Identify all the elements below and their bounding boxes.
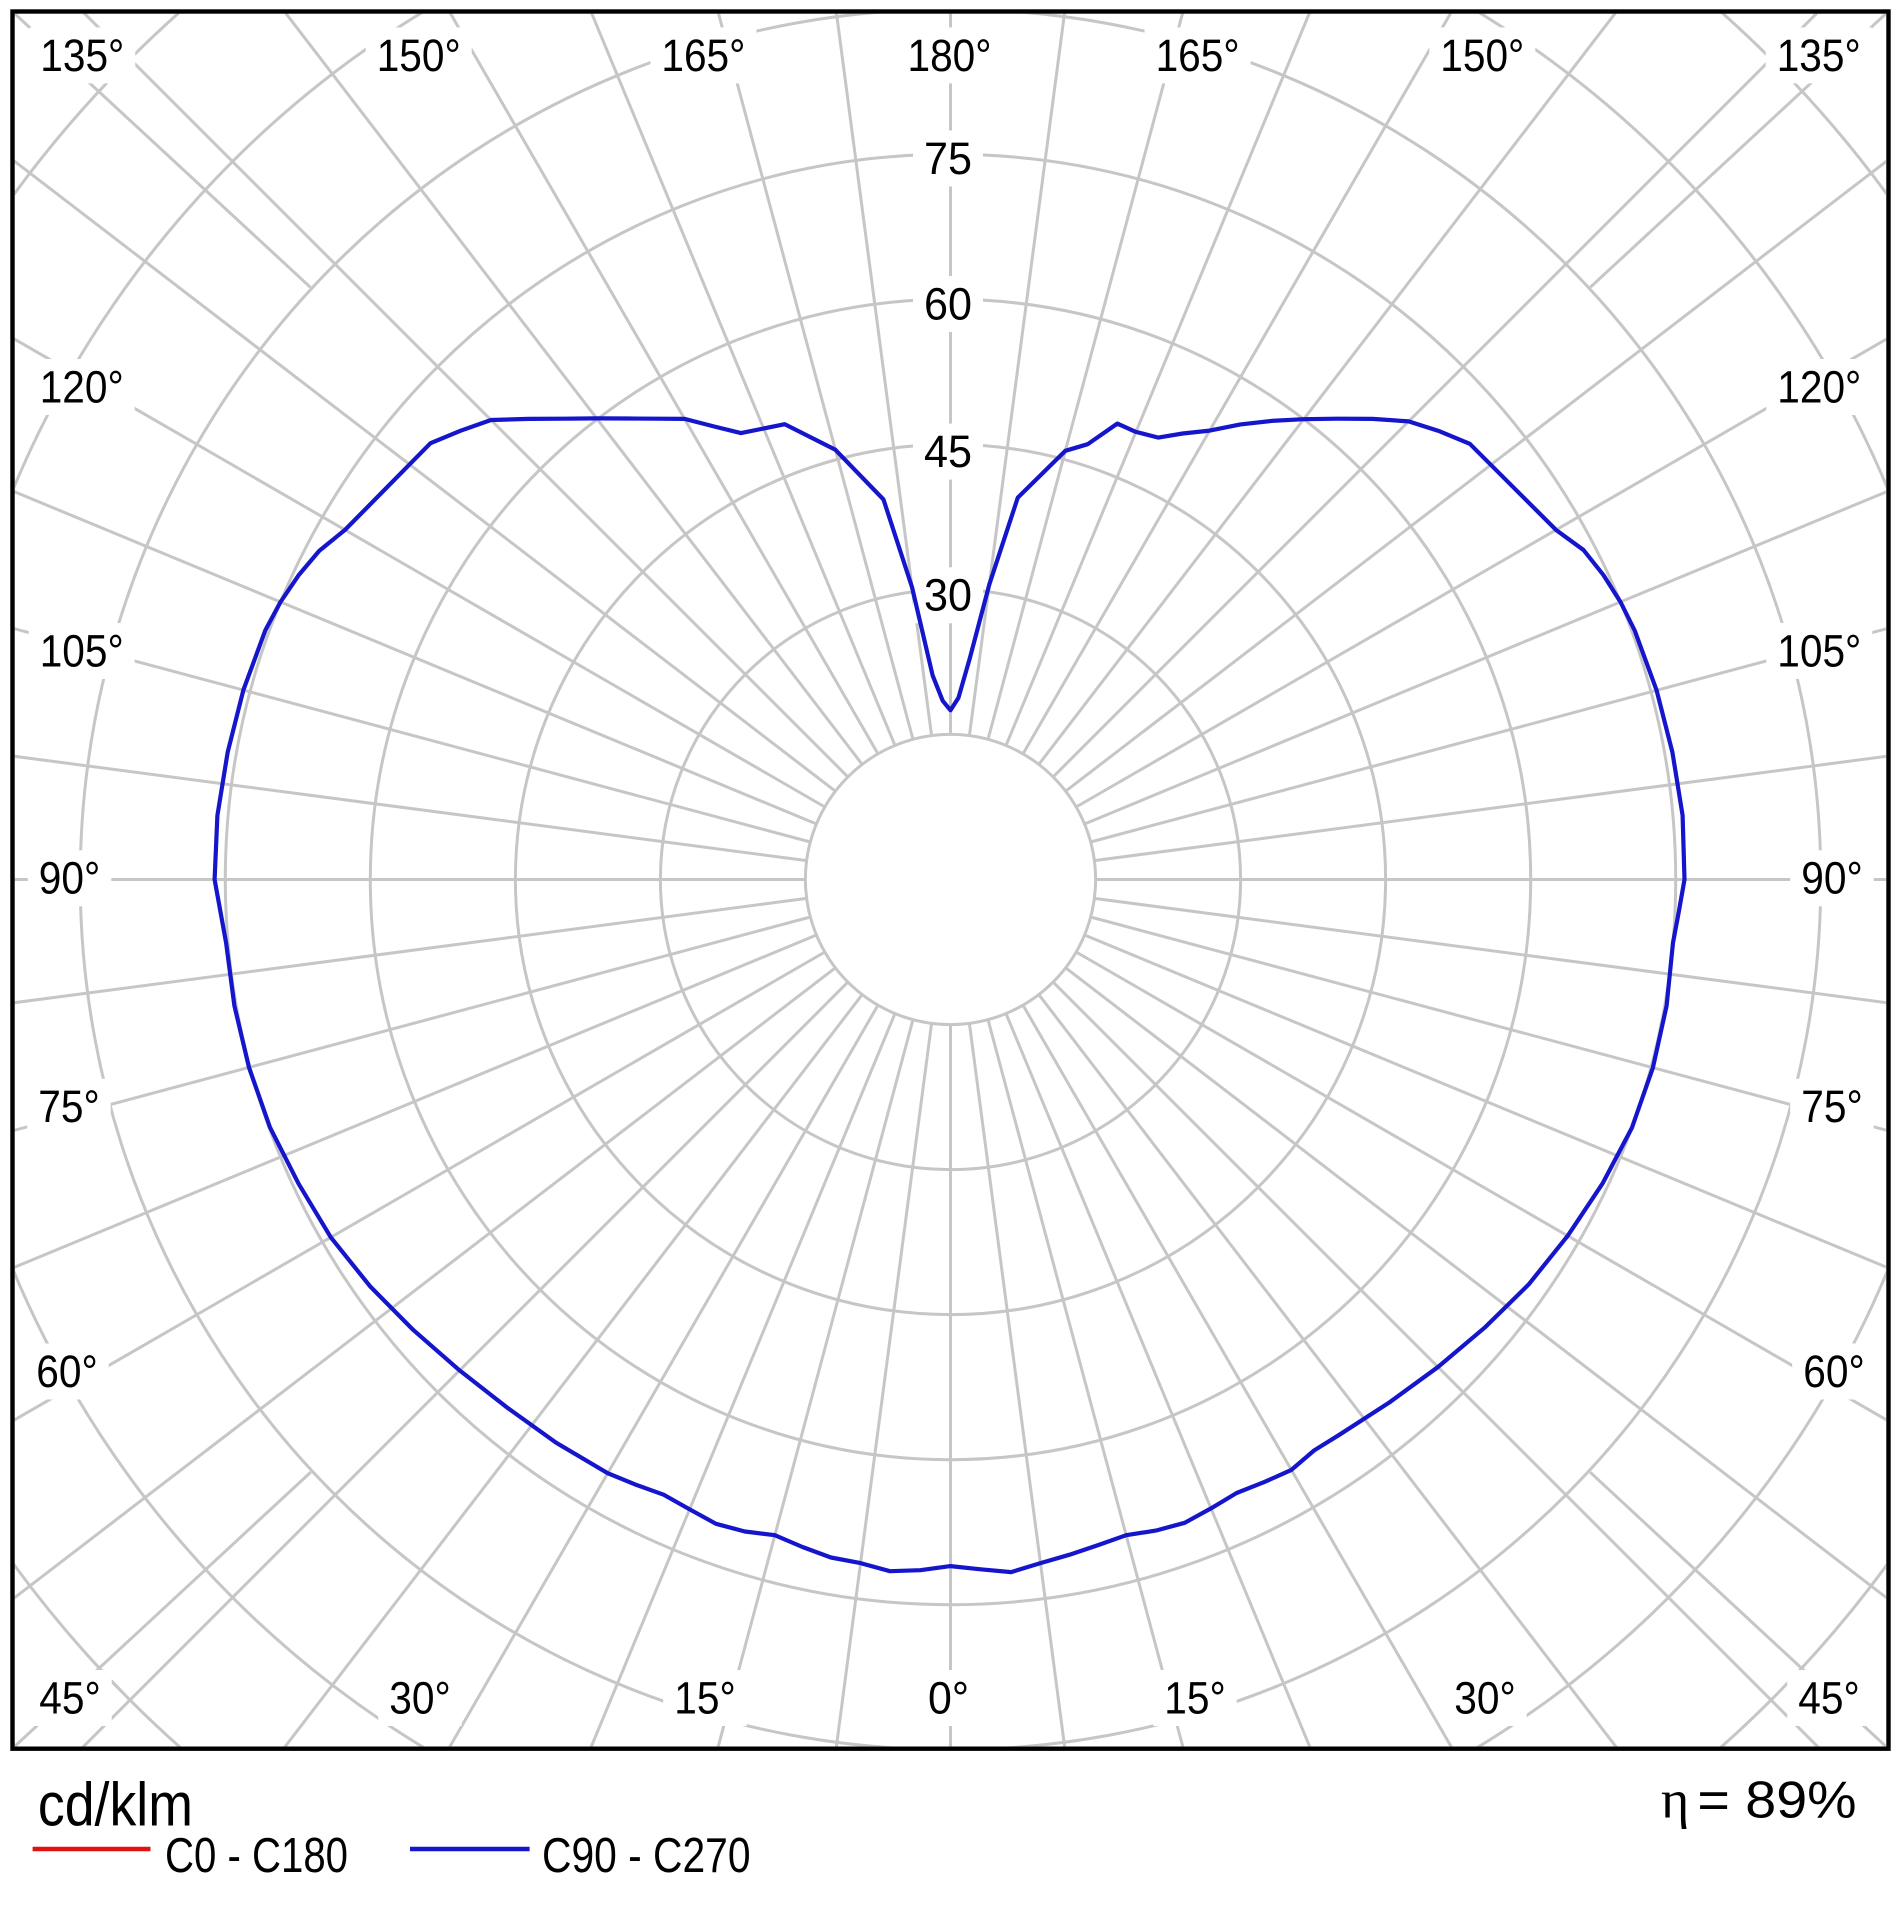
svg-text:η: η: [1661, 1770, 1689, 1830]
svg-text:135°: 135°: [1777, 30, 1861, 81]
svg-text:150°: 150°: [1440, 30, 1524, 81]
svg-text:60°: 60°: [36, 1346, 98, 1397]
svg-text:45: 45: [924, 426, 972, 477]
svg-text:105°: 105°: [40, 625, 124, 676]
svg-text:60°: 60°: [1803, 1346, 1865, 1397]
svg-text:165°: 165°: [1156, 30, 1240, 81]
svg-text:45°: 45°: [1798, 1672, 1860, 1723]
svg-text:90°: 90°: [39, 853, 101, 904]
svg-text:135°: 135°: [40, 30, 124, 81]
svg-text:75°: 75°: [38, 1081, 100, 1132]
svg-text:C0 - C180: C0 - C180: [165, 1829, 348, 1883]
svg-text:15°: 15°: [674, 1672, 736, 1723]
svg-text:120°: 120°: [1777, 361, 1861, 412]
svg-text:45°: 45°: [39, 1672, 101, 1723]
svg-text:30°: 30°: [389, 1672, 451, 1723]
svg-text:150°: 150°: [377, 30, 461, 81]
svg-text:= 89%: = 89%: [1697, 1771, 1856, 1829]
svg-text:C90 - C270: C90 - C270: [542, 1829, 751, 1883]
svg-text:120°: 120°: [40, 361, 124, 412]
svg-text:75°: 75°: [1801, 1081, 1863, 1132]
svg-text:30°: 30°: [1454, 1672, 1516, 1723]
svg-text:165°: 165°: [661, 30, 745, 81]
svg-text:90°: 90°: [1801, 853, 1863, 904]
svg-text:0°: 0°: [928, 1672, 969, 1723]
svg-text:15°: 15°: [1164, 1672, 1226, 1723]
svg-text:180°: 180°: [908, 30, 992, 81]
svg-text:30: 30: [924, 570, 972, 621]
svg-text:60: 60: [924, 278, 972, 329]
svg-text:75: 75: [924, 133, 972, 184]
svg-text:105°: 105°: [1777, 625, 1861, 676]
